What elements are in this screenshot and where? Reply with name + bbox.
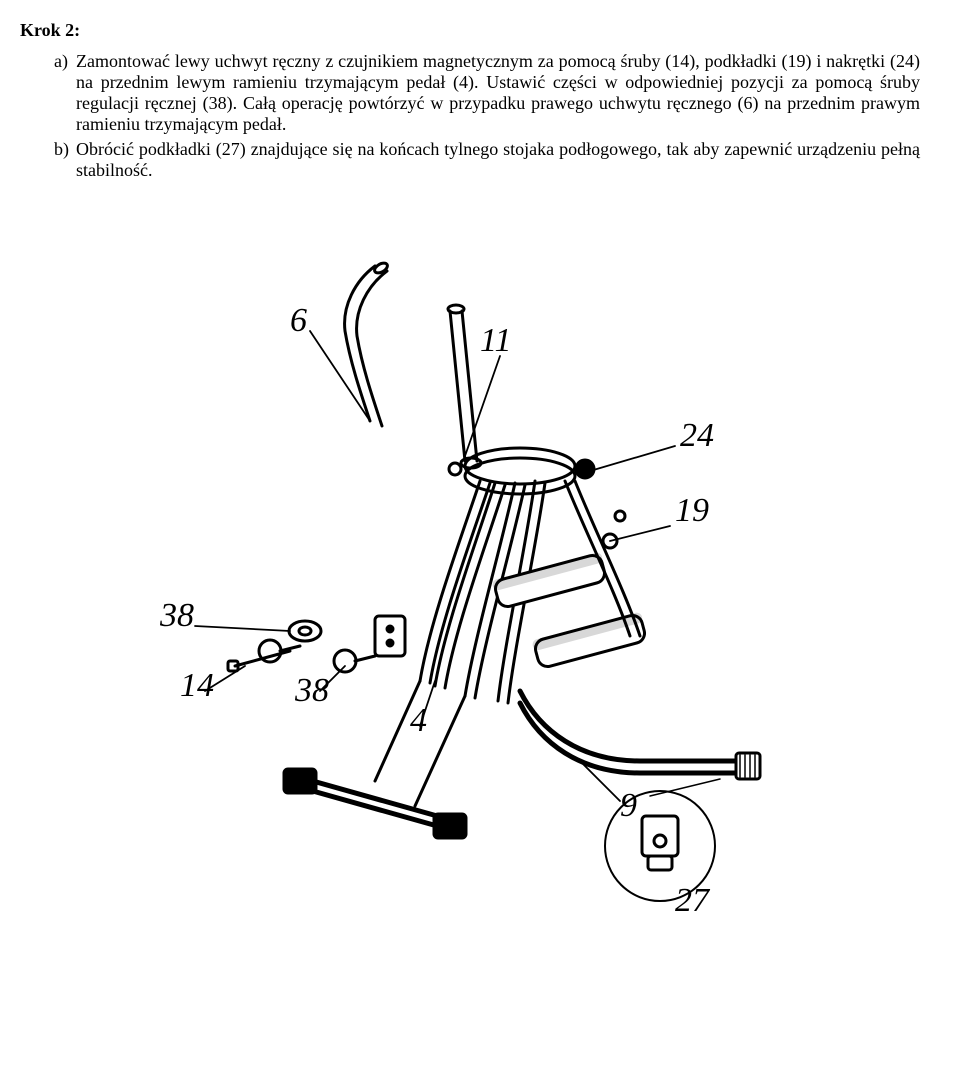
step-heading: Krok 2: xyxy=(20,20,920,41)
callout-38: 38 xyxy=(294,672,329,709)
list-item: a) Zamontować lewy uchwyt ręczny z czujn… xyxy=(54,51,920,135)
item-text: Zamontować lewy uchwyt ręczny z czujniki… xyxy=(76,51,920,135)
callout-27: 27 xyxy=(675,882,711,919)
callout-14: 14 xyxy=(180,667,214,704)
callout-38: 38 xyxy=(159,597,194,634)
callout-6: 6 xyxy=(290,302,307,339)
step-list: a) Zamontować lewy uchwyt ręczny z czujn… xyxy=(20,51,920,181)
item-marker: a) xyxy=(54,51,76,135)
list-item: b) Obrócić podkładki (27) znajdujące się… xyxy=(54,139,920,181)
diagram-svg: 6 11 24 19 38 14 38 4 9 27 xyxy=(120,221,820,921)
assembly-diagram: 6 11 24 19 38 14 38 4 9 27 xyxy=(20,221,920,926)
callout-4: 4 xyxy=(410,702,427,739)
callout-24: 24 xyxy=(680,417,714,454)
item-marker: b) xyxy=(54,139,76,181)
callout-11: 11 xyxy=(480,322,511,359)
callout-19: 19 xyxy=(675,492,709,529)
callout-9: 9 xyxy=(620,787,637,824)
item-text: Obrócić podkładki (27) znajdujące się na… xyxy=(76,139,920,181)
